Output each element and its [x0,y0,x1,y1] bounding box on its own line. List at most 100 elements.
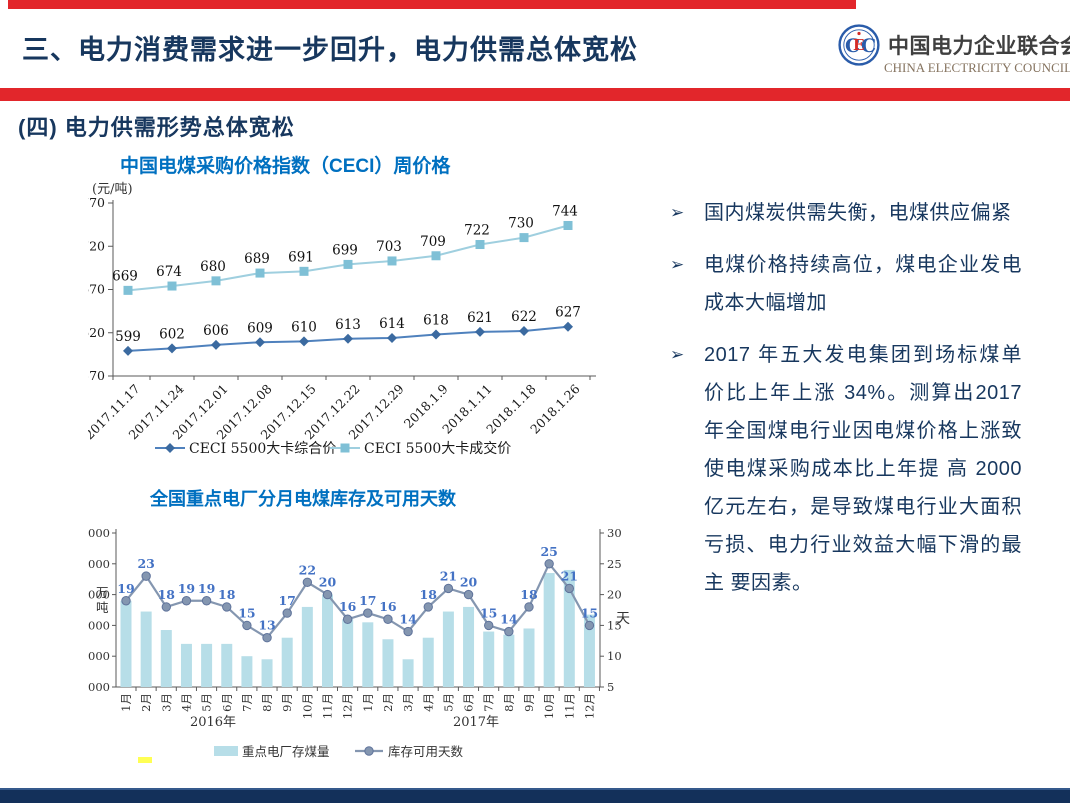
svg-text:609: 609 [247,320,273,336]
bottom-navy-bar [0,788,1070,803]
svg-text:18: 18 [520,587,538,602]
logo-org-name-en: CHINA ELECTRICITY COUNCIL [884,60,1070,75]
svg-text:17: 17 [359,593,376,608]
svg-text:599: 599 [115,329,141,345]
page-title: 三、电力消费需求进一步回升，电力供需总体宽松 [22,35,638,65]
svg-text:9000: 9000 [88,526,110,540]
svg-text:10月: 10月 [300,693,314,719]
svg-text:15: 15 [581,605,598,620]
svg-text:C: C [861,35,876,57]
svg-text:1月: 1月 [119,693,133,712]
svg-text:602: 602 [159,326,185,342]
bullet-text: 国内煤炭供需失衡，电煤供应偏紧 [704,202,1012,224]
svg-text:25: 25 [607,557,622,571]
svg-text:20: 20 [319,575,337,590]
svg-text:3月: 3月 [401,693,415,712]
svg-text:15: 15 [607,618,622,632]
svg-text:2017年: 2017年 [453,715,499,730]
svg-text:613: 613 [335,317,361,333]
svg-text:5: 5 [607,680,614,694]
svg-text:(元/吨): (元/吨) [92,182,133,197]
svg-text:5月: 5月 [441,693,455,712]
svg-text:730: 730 [508,216,534,232]
chart2-title: 全国重点电厂分月电煤库存及可用天数 [150,489,456,509]
svg-text:699: 699 [332,242,358,258]
svg-text:9月: 9月 [280,693,294,712]
svg-text:10月: 10月 [542,693,556,719]
bullet-item: ➢ 电煤价格持续高位，煤电企业发电成本大幅增加 [670,246,1022,322]
svg-text:30: 30 [607,526,622,540]
arrow-bullet-icon: ➢ [670,345,685,364]
svg-text:17: 17 [278,593,295,608]
svg-text:669: 669 [112,268,138,284]
svg-text:18: 18 [420,587,438,602]
header-red-divider [0,88,1070,101]
svg-text:重点电厂存煤量: 重点电厂存煤量 [242,744,330,759]
arrow-bullet-icon: ➢ [670,255,685,274]
svg-text:680: 680 [200,259,226,275]
svg-text:8月: 8月 [502,693,516,712]
svg-text:689: 689 [244,251,270,267]
svg-text:16: 16 [339,599,357,614]
svg-text:13: 13 [258,618,275,633]
chart1-title: 中国电煤采购价格指数（CECI）周价格 [120,156,451,177]
ceci-price-chart: (元/吨)5706206707207702017.11.172017.11.24… [81,180,633,470]
svg-text:722: 722 [464,223,490,239]
svg-text:19: 19 [198,581,215,596]
svg-text:622: 622 [511,309,537,325]
svg-text:20: 20 [460,575,478,590]
svg-text:4月: 4月 [421,693,435,712]
svg-text:吨: 吨 [96,600,109,615]
svg-text:C: C [845,35,860,57]
svg-text:19: 19 [117,581,134,596]
svg-text:12月: 12月 [341,693,355,719]
svg-text:720: 720 [88,238,105,253]
svg-text:天: 天 [616,611,630,627]
svg-text:8月: 8月 [260,693,274,712]
svg-text:21: 21 [561,568,578,583]
notes-panel: ➢ 国内煤炭供需失衡，电煤供应偏紧 ➢ 电煤价格持续高位，煤电企业发电成本大幅增… [670,194,1022,616]
svg-text:674: 674 [156,264,182,280]
svg-text:7000: 7000 [88,588,110,602]
svg-text:691: 691 [288,249,314,265]
svg-text:22: 22 [299,562,316,577]
svg-text:2016年: 2016年 [190,715,236,730]
svg-text:18: 18 [158,587,176,602]
svg-text:23: 23 [137,556,154,571]
svg-text:5月: 5月 [200,693,214,712]
svg-text:670: 670 [88,282,105,297]
svg-text:2月: 2月 [139,693,153,712]
svg-text:709: 709 [420,234,446,250]
svg-text:6月: 6月 [462,693,476,712]
svg-text:8000: 8000 [88,557,110,571]
svg-text:6月: 6月 [220,693,234,712]
svg-text:2月: 2月 [381,693,395,712]
yellow-highlight-mark [138,757,152,763]
svg-text:9月: 9月 [522,693,536,712]
svg-text:15: 15 [480,605,497,620]
svg-text:610: 610 [291,319,317,335]
svg-text:4月: 4月 [179,693,193,712]
svg-text:CECI 5500大卡综合价: CECI 5500大卡综合价 [189,441,336,457]
svg-text:12月: 12月 [582,693,596,719]
svg-text:库存可用天数: 库存可用天数 [388,744,464,759]
svg-text:CECI 5500大卡成交价: CECI 5500大卡成交价 [364,440,511,457]
svg-text:770: 770 [88,195,105,210]
svg-text:627: 627 [555,305,581,321]
svg-text:7月: 7月 [240,693,254,712]
svg-text:10: 10 [607,649,622,663]
svg-text:15: 15 [238,605,255,620]
svg-text:21: 21 [440,568,457,583]
svg-text:703: 703 [376,239,402,255]
arrow-bullet-icon: ➢ [670,203,685,222]
svg-text:14: 14 [399,612,417,627]
svg-text:11月: 11月 [562,693,576,719]
svg-text:606: 606 [203,323,229,339]
svg-text:万: 万 [96,585,109,600]
bullet-text: 电煤价格持续高位，煤电企业发电成本大幅增加 [704,254,1022,314]
svg-text:4000: 4000 [88,680,110,694]
bullet-item: ➢ 国内煤炭供需失衡，电煤供应偏紧 [670,194,1022,232]
cec-logo-icon: C C E [838,24,880,66]
svg-text:744: 744 [552,203,578,219]
